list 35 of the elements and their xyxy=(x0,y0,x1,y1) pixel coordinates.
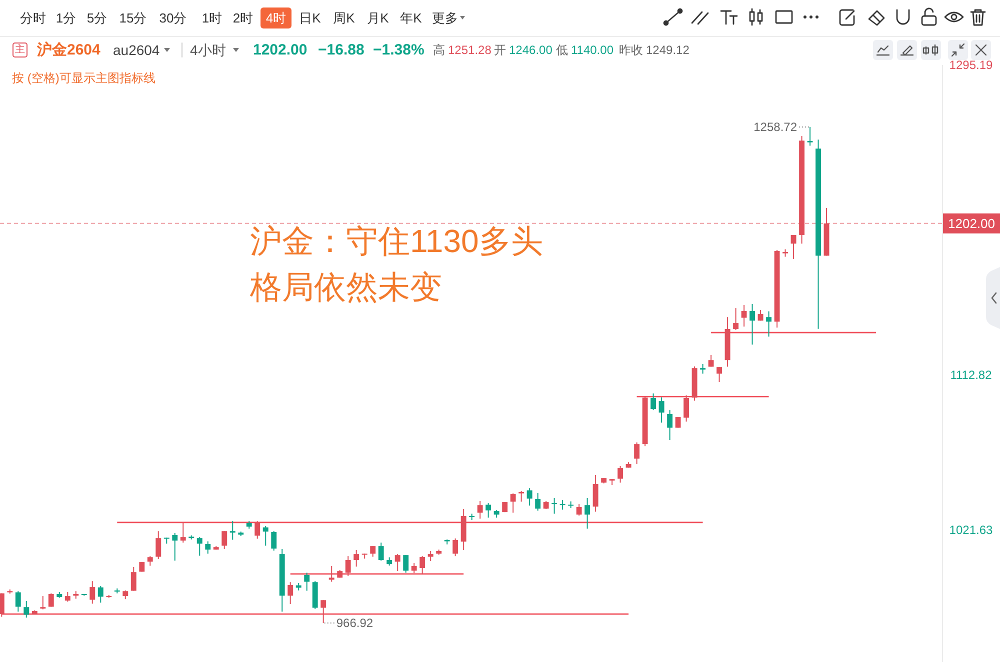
annotation: 按 (空格)可显示主图指标线 xyxy=(12,71,156,85)
text: 1时 xyxy=(202,10,222,26)
annotation: 1258.72 xyxy=(754,120,798,134)
text: 日K xyxy=(299,10,322,26)
text: 1140.00 xyxy=(571,43,614,57)
y-tick-label: 1112.82 xyxy=(950,368,992,382)
text: 周K xyxy=(333,10,356,26)
text: 更多 xyxy=(432,10,458,26)
text: 低 xyxy=(556,43,568,57)
text: 昨收 xyxy=(619,43,643,57)
y-tick-label: 1295.19 xyxy=(949,58,994,72)
text: 15分 xyxy=(119,10,147,26)
text: 1249.12 xyxy=(646,43,690,57)
text: 高 xyxy=(433,43,445,57)
ref-line-label: 1202.00 xyxy=(948,216,995,231)
text: 年K xyxy=(400,10,422,26)
text: 5分 xyxy=(86,10,108,26)
text: 开 xyxy=(494,43,506,57)
text: −16.88 xyxy=(318,42,364,58)
y-tick-label: 1021.63 xyxy=(949,523,994,538)
text: 1分 xyxy=(56,10,76,26)
text: 1246.00 xyxy=(509,43,553,57)
chart-title: 沪金2604 xyxy=(36,40,102,58)
text: 30分 xyxy=(159,10,187,26)
text: 1251.28 xyxy=(448,43,492,57)
text: −1.38% xyxy=(373,42,424,58)
text: 4小时 xyxy=(190,42,226,58)
text: 2时 xyxy=(232,10,254,26)
annotation: 966.92 xyxy=(336,616,374,630)
text: 4时 xyxy=(266,10,286,26)
text: 1202.00 xyxy=(253,42,308,58)
text: 分时 xyxy=(20,10,46,26)
annotation: 沪金：守住1130多头格局依然未变 xyxy=(250,222,544,307)
text: 月K xyxy=(367,10,390,26)
chart-subtitle: au2604 xyxy=(113,42,160,58)
